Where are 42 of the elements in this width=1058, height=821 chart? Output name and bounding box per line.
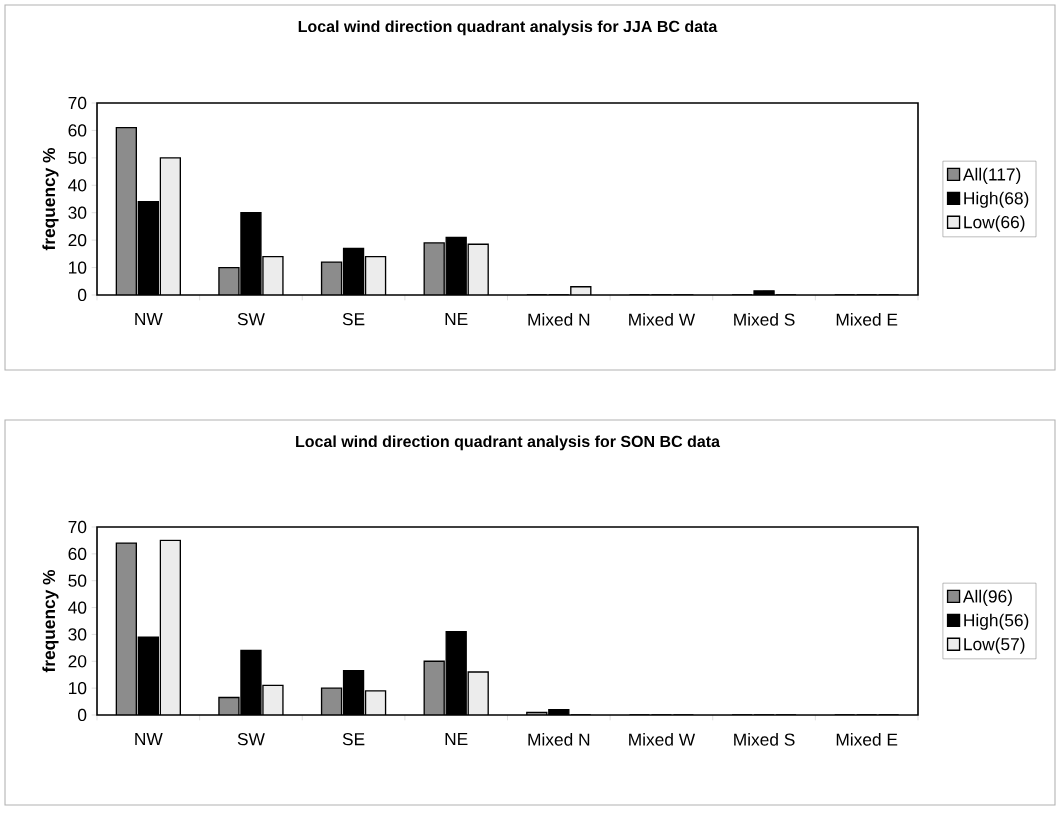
y-tick-label: 0 [77,288,87,302]
legend-label: High(56) [964,613,1029,630]
x-tick-label: Mixed N [528,733,590,746]
y-tick-label: 30 [68,206,87,219]
x-tick-label: Mixed N [528,313,590,326]
legend-label: Low(57) [964,637,1025,654]
y-tick-label: 20 [68,655,87,668]
x-tick-label: NE [445,313,468,325]
x-tick-label: NW [135,733,163,745]
y-tick-label: 10 [69,681,87,695]
y-tick-label: 10 [69,261,87,274]
y-tick-label: 40 [68,179,87,192]
x-tick-label: SW [237,733,265,746]
y-tick-label: 0 [77,708,87,722]
y-tick-label: 50 [68,574,87,587]
x-tick-label: SW [237,313,265,326]
x-tick-label: Mixed W [629,733,696,746]
chart-title: Local wind direction quadrant analysis for SON BC data [296,435,721,451]
chart-title: Local wind direction quadrant analysis for JJA BC data [298,20,718,36]
y-tick-label: 70 [68,96,87,110]
y-tick-label: 30 [68,628,87,641]
y-tick-label: 60 [68,547,87,560]
y-axis-title: frequency % [42,569,59,673]
x-tick-label: Mixed E [836,313,898,326]
x-tick-label: Mixed W [629,313,696,326]
y-tick-label: 60 [68,124,87,137]
x-tick-label: NE [445,733,468,745]
x-tick-label: SE [342,733,365,746]
legend-label: All(117) [962,167,1021,184]
y-tick-label: 40 [68,601,87,614]
x-tick-label: Mixed E [836,733,898,746]
x-tick-label: NW [135,313,163,325]
y-tick-label: 50 [68,151,87,164]
legend-label: High(68) [964,191,1029,208]
x-tick-label: SE [342,313,365,326]
x-tick-label: Mixed S [734,313,795,326]
y-axis-title: frequency % [42,147,59,251]
legend-label: Low(66) [964,215,1025,232]
y-tick-label: 70 [68,520,87,534]
x-tick-label: Mixed S [734,733,795,746]
legend-label: All(96) [962,589,1012,606]
y-tick-label: 20 [68,233,87,247]
